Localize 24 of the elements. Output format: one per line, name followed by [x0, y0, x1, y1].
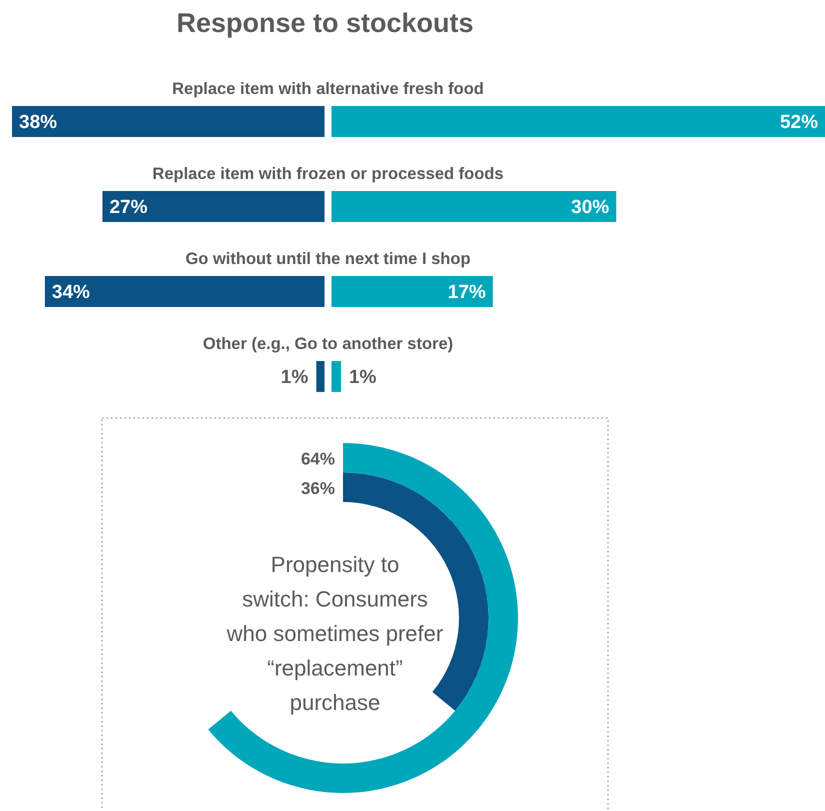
data-label: 17%	[448, 282, 486, 303]
data-label: 52%	[780, 112, 818, 133]
data-label: 1%	[280, 367, 308, 388]
bar	[332, 276, 493, 307]
bar	[316, 361, 324, 392]
data-label: 34%	[52, 282, 90, 303]
data-label: 38%	[19, 112, 58, 133]
data-label: 36%	[300, 478, 335, 498]
text: Propensity to switch: Consumers who sometimes prefer “replacement” purchase	[226, 552, 444, 715]
y-tick-label: Go without until the next time I shop	[185, 250, 471, 268]
bar	[102, 191, 324, 222]
y-tick-label: Other (e.g., Go to another store)	[202, 335, 454, 353]
bar	[332, 106, 825, 137]
y-tick-label: Replace item with alternative fresh food	[172, 80, 484, 98]
data-label: 64%	[300, 449, 335, 468]
y-tick-label: Replace item with frozen or processed foods	[152, 165, 504, 183]
bar	[332, 191, 616, 222]
data-label: 27%	[109, 197, 148, 218]
bar	[44, 276, 324, 307]
bar	[12, 106, 324, 137]
bar	[332, 361, 341, 392]
data-label: 30%	[571, 197, 610, 218]
chart-title: Response to stockouts	[176, 8, 474, 38]
data-label: 1%	[348, 367, 377, 388]
